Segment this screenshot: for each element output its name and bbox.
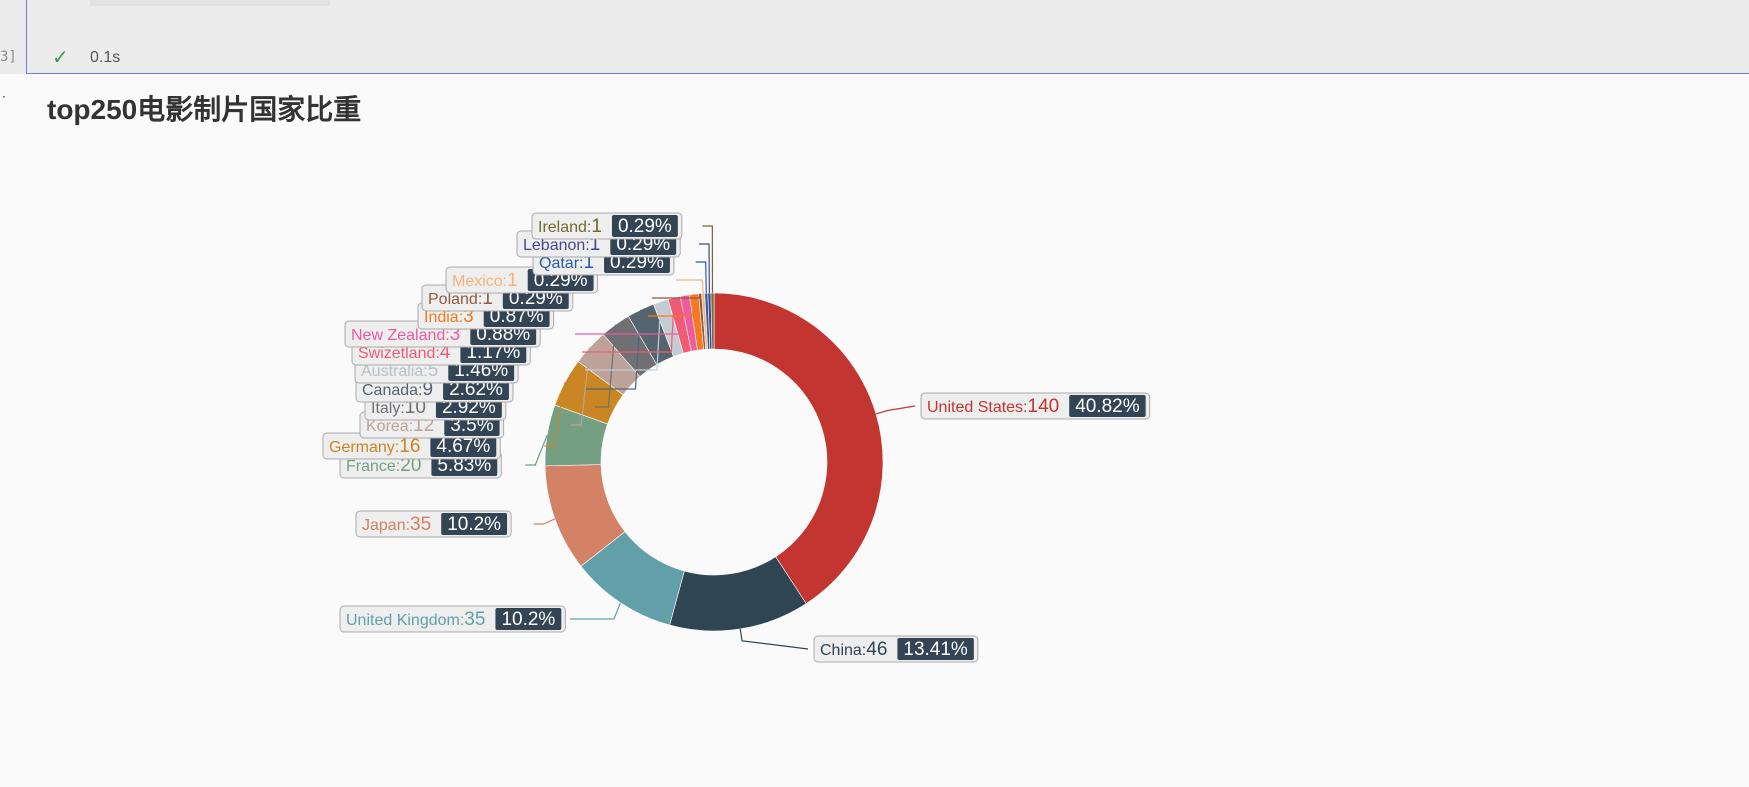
execution-time: 0.1s — [90, 49, 121, 66]
leader-united-kingdom — [570, 602, 622, 620]
leader-australia — [585, 301, 662, 371]
leader-france — [525, 434, 548, 466]
label-china: China: 46 13.41% — [813, 635, 979, 663]
output-cell-marker: · — [2, 90, 6, 104]
check-icon: ✓ — [52, 45, 69, 69]
label-name: New Zealand: — [351, 327, 450, 344]
label-leaders — [525, 225, 916, 650]
leader-mexico — [676, 279, 704, 294]
leader-germany — [544, 382, 566, 447]
label-value: 3 — [463, 306, 474, 327]
label-ireland: Ireland: 1 0.29% — [531, 212, 683, 240]
label-germany: Germany: 16 4.67% — [322, 432, 501, 460]
slice-united-states[interactable] — [713, 292, 884, 605]
leader-poland — [652, 293, 701, 299]
chart-title: top250电影制片国家比重 — [47, 94, 362, 125]
label-name: Ireland: — [538, 219, 591, 236]
label-value: 35 — [464, 609, 485, 630]
label-name: Lebanon: — [523, 237, 590, 254]
leader-korea — [571, 347, 591, 426]
label-japan: Japan: 35 10.2% — [355, 510, 512, 538]
slice-ireland[interactable] — [710, 292, 715, 350]
label-name: Germany: — [329, 439, 399, 456]
leader-india — [648, 294, 695, 317]
leader-japan — [533, 518, 556, 525]
label-value: 1 — [583, 252, 594, 273]
label-percent: 5.83% — [437, 455, 491, 476]
label-name: Australia: — [361, 363, 428, 380]
leader-ireland — [702, 225, 714, 294]
label-percent: 10.2% — [501, 609, 555, 630]
label-percent: 10.2% — [447, 514, 501, 535]
label-name: China: — [820, 642, 866, 659]
label-percent: 0.29% — [618, 216, 672, 237]
label-name: Canada: — [362, 382, 423, 399]
label-value: 1 — [591, 216, 602, 237]
execution-count: 3] — [0, 49, 17, 65]
leader-qatar — [695, 261, 707, 294]
label-name: France: — [346, 458, 400, 475]
label-name: Italy: — [371, 400, 405, 417]
label-united-kingdom: United Kingdom: 35 10.2% — [339, 605, 566, 633]
label-value: 46 — [866, 639, 887, 660]
leader-new-zealand — [575, 295, 686, 335]
label-percent: 4.67% — [436, 436, 490, 457]
code-line-strip — [90, 0, 330, 6]
label-value: 1 — [507, 270, 518, 291]
label-value: 4 — [440, 342, 451, 363]
label-value: 3 — [450, 324, 461, 345]
leader-canada — [586, 309, 642, 390]
label-name: Mexico: — [452, 273, 507, 290]
label-value: 16 — [399, 436, 420, 457]
label-value: 1 — [590, 234, 601, 255]
label-value: 1 — [482, 288, 493, 309]
label-percent: 2.62% — [449, 379, 503, 400]
label-value: 35 — [410, 514, 431, 535]
label-name: Swizetland: — [358, 345, 440, 362]
label-name: Poland: — [428, 291, 482, 308]
label-value: 140 — [1028, 396, 1060, 417]
label-name: Korea: — [366, 418, 413, 435]
leader-lebanon — [699, 243, 710, 294]
cell-focus-border[interactable] — [26, 0, 1749, 74]
label-percent: 40.82% — [1075, 396, 1140, 417]
leader-united-states — [875, 405, 916, 415]
leader-china — [739, 628, 809, 650]
label-value: 9 — [423, 379, 434, 400]
slice-labels: United States: 140 40.82% China: 46 13.41% U… — [322, 212, 1151, 663]
code-cell-area: 3] ✓ 0.1s — [0, 0, 1749, 74]
label-name: United Kingdom: — [346, 612, 464, 629]
label-name: Japan: — [362, 517, 410, 534]
label-name: India: — [424, 309, 463, 326]
label-name: Qatar: — [539, 255, 583, 272]
label-united-states: United States: 140 40.82% — [920, 392, 1151, 420]
label-value: 5 — [428, 360, 439, 381]
label-percent: 13.41% — [903, 639, 968, 660]
label-value: 20 — [400, 455, 421, 476]
label-name: United States: — [927, 399, 1028, 416]
pie-slices — [544, 292, 884, 632]
